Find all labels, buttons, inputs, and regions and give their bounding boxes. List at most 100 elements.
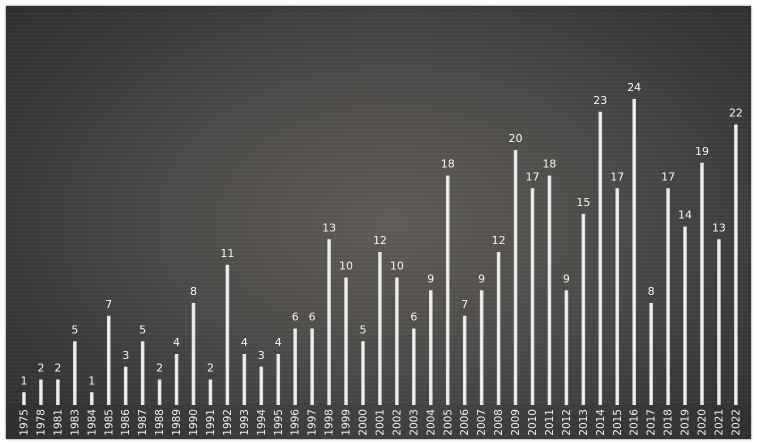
bar-1994 xyxy=(259,366,264,405)
bar-2007 xyxy=(479,290,484,405)
data-label-1995: 4 xyxy=(275,336,282,349)
data-label-1983: 5 xyxy=(71,323,78,336)
tick-label-2007: 2007 xyxy=(476,409,488,436)
bar-2017 xyxy=(649,303,653,405)
data-label-2011: 18 xyxy=(542,158,556,171)
data-label-1985: 7 xyxy=(105,298,112,311)
bar-1993 xyxy=(242,354,247,405)
bar-1978 xyxy=(39,379,43,405)
bar-1999 xyxy=(344,277,348,405)
tick-label-1986: 1986 xyxy=(120,409,132,436)
tick-label-1987: 1987 xyxy=(137,409,149,436)
data-label-1984: 1 xyxy=(88,374,95,387)
bar-2019 xyxy=(683,226,687,405)
tick-label-2001: 2001 xyxy=(374,409,386,436)
bar-2010 xyxy=(530,188,535,405)
bar-1989 xyxy=(174,354,179,405)
tick-label-2019: 2019 xyxy=(680,409,692,436)
bar-1987 xyxy=(140,341,145,405)
bar-1998 xyxy=(327,239,331,405)
tick-label-1993: 1993 xyxy=(239,409,251,436)
bar-2020 xyxy=(700,162,704,405)
bar-1988 xyxy=(157,379,162,405)
bar-1990 xyxy=(191,303,196,405)
tick-label-1978: 1978 xyxy=(35,409,47,436)
bar-2021 xyxy=(717,239,721,405)
data-label-2014: 23 xyxy=(593,94,607,107)
tick-label-2015: 2015 xyxy=(612,409,624,436)
bar-1983 xyxy=(73,341,77,405)
data-label-1981: 2 xyxy=(54,362,61,375)
data-label-1999: 10 xyxy=(339,260,353,273)
tick-label-1997: 1997 xyxy=(307,409,319,436)
bar-2000 xyxy=(361,341,365,405)
data-label-1975: 1 xyxy=(21,374,28,387)
tick-label-2021: 2021 xyxy=(713,409,725,436)
tick-label-2006: 2006 xyxy=(459,409,471,436)
tick-label-1996: 1996 xyxy=(290,409,302,436)
tick-label-1981: 1981 xyxy=(52,409,64,436)
tick-label-2020: 2020 xyxy=(697,409,709,436)
tick-label-2003: 2003 xyxy=(408,409,420,436)
tick-label-1991: 1991 xyxy=(205,409,217,436)
bar-1997 xyxy=(310,328,314,405)
data-label-2010: 17 xyxy=(526,170,540,183)
data-label-1993: 4 xyxy=(241,336,248,349)
tick-label-1992: 1992 xyxy=(222,409,234,436)
tick-label-2009: 2009 xyxy=(510,409,522,436)
bar-1991 xyxy=(208,379,213,405)
data-label-2004: 9 xyxy=(427,272,434,285)
data-label-2020: 19 xyxy=(695,145,709,158)
tick-label-2017: 2017 xyxy=(646,409,658,436)
tick-label-2008: 2008 xyxy=(493,409,505,436)
bar-2014 xyxy=(598,111,603,405)
data-label-1989: 4 xyxy=(173,336,180,349)
data-label-2015: 17 xyxy=(610,170,624,183)
data-label-1991: 2 xyxy=(207,362,214,375)
bar-1985 xyxy=(106,315,111,405)
bar-2004 xyxy=(429,290,433,405)
tick-label-2005: 2005 xyxy=(442,409,454,436)
data-label-1978: 2 xyxy=(37,362,44,375)
bar-2012 xyxy=(564,290,569,405)
data-label-1996: 6 xyxy=(292,311,299,324)
bar-2008 xyxy=(496,252,501,405)
bar-2003 xyxy=(412,328,416,405)
x-axis-tick-labels: 1975 1978 1981 1983 1984 1985 1986 1987 1988 1989… xyxy=(19,409,743,436)
tick-label-1994: 1994 xyxy=(256,409,268,436)
data-label-2009: 20 xyxy=(509,132,523,145)
chart-frame: 1 2 2 5 1 7 3 5 2 4 8 2 11 4 3 4 6 6 13 10 5 12 10 6 9 18 7 9 12 20 17… xyxy=(6,6,751,439)
tick-label-1990: 1990 xyxy=(188,409,200,436)
bar-1986 xyxy=(123,366,128,405)
tick-label-1999: 1999 xyxy=(341,409,353,436)
tick-label-2000: 2000 xyxy=(358,409,370,436)
tick-label-1989: 1989 xyxy=(171,409,183,436)
bar-2016 xyxy=(632,99,636,405)
bar-1996 xyxy=(293,328,297,405)
data-label-2007: 9 xyxy=(478,272,485,285)
bar-2022 xyxy=(734,124,738,405)
data-label-2019: 14 xyxy=(678,209,692,222)
bar-2001 xyxy=(378,252,382,405)
tick-label-2002: 2002 xyxy=(391,409,403,436)
data-label-1988: 2 xyxy=(156,362,163,375)
data-label-2013: 15 xyxy=(576,196,590,209)
tick-label-2022: 2022 xyxy=(730,409,742,436)
tick-label-1985: 1985 xyxy=(103,409,115,436)
tick-label-2016: 2016 xyxy=(629,409,641,436)
bar-1981 xyxy=(56,379,60,405)
data-label-2018: 17 xyxy=(661,170,675,183)
data-label-2012: 9 xyxy=(563,272,570,285)
data-label-1990: 8 xyxy=(190,285,197,298)
bar-1984 xyxy=(90,392,94,405)
data-label-2003: 6 xyxy=(410,311,417,324)
tick-label-1983: 1983 xyxy=(69,409,81,436)
bar-2006 xyxy=(462,315,467,405)
tick-label-2012: 2012 xyxy=(561,409,573,436)
data-label-2005: 18 xyxy=(441,158,455,171)
data-label-2016: 24 xyxy=(627,81,641,94)
data-label-1987: 5 xyxy=(139,323,146,336)
tick-label-2014: 2014 xyxy=(595,409,607,436)
tick-label-2013: 2013 xyxy=(578,409,590,436)
bar-1995 xyxy=(276,354,281,405)
